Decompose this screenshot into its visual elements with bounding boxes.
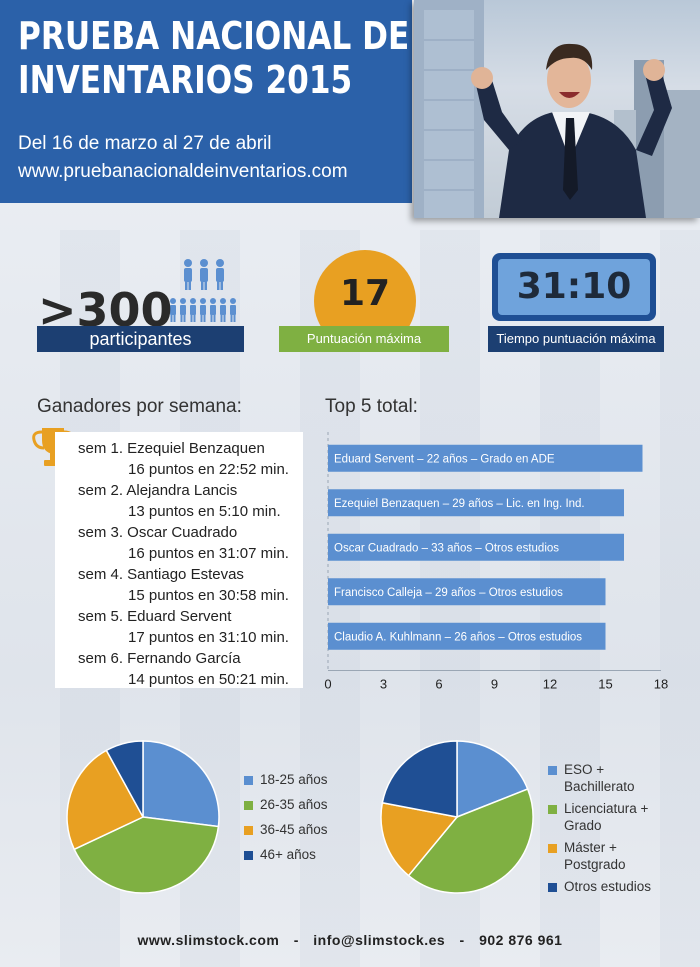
footer-separator: - bbox=[293, 932, 299, 948]
list-item: sem 1. Ezequiel Benzaquen bbox=[78, 440, 265, 457]
x-tick-label: 18 bbox=[654, 677, 668, 692]
monitor-icon: 31:10 bbox=[492, 253, 656, 321]
bar bbox=[328, 578, 606, 606]
legend-swatch bbox=[244, 776, 253, 785]
list-item: sem 2. Alejandra Lancis bbox=[78, 482, 238, 499]
legend-label: 36-45 años bbox=[260, 822, 328, 837]
x-tick-label: 0 bbox=[324, 677, 331, 692]
legend-label: Máster + bbox=[564, 840, 617, 855]
list-item: 14 puntos en 50:21 min. bbox=[128, 671, 289, 688]
legend-swatch bbox=[548, 805, 557, 814]
max-time-label: Tiempo puntuación máxima bbox=[488, 326, 664, 352]
legend-label: Otros estudios bbox=[564, 879, 651, 894]
bar-label: Eduard Servent – 22 años – Grado en ADE bbox=[334, 453, 555, 465]
pie-slice bbox=[381, 740, 458, 818]
winners-list: sem 1. Ezequiel Benzaquen 16 puntos en 2… bbox=[55, 432, 303, 688]
footer-separator: - bbox=[459, 932, 465, 948]
footer-phone: 902 876 961 bbox=[479, 932, 563, 948]
age-pie-chart: 18-25 años 26-35 años 36-45 años 46+ años bbox=[66, 740, 328, 894]
participants-label: participantes bbox=[37, 326, 244, 352]
celebrating-businessman-photo bbox=[414, 0, 700, 218]
top5-title: Top 5 total: bbox=[325, 396, 418, 417]
winners-title: Ganadores por semana: bbox=[37, 396, 242, 417]
bar-label: Ezequiel Benzaquen – 29 años – Lic. en I… bbox=[334, 498, 585, 510]
legend-swatch bbox=[548, 766, 557, 775]
max-score-label: Puntuación máxima bbox=[279, 326, 449, 352]
legend-swatch bbox=[548, 883, 557, 892]
photo-illustration bbox=[414, 0, 700, 218]
bar bbox=[328, 533, 624, 561]
page-title: PRUEBA NACIONAL DE INVENTARIOS 2015 bbox=[18, 14, 410, 102]
list-item: 13 puntos en 5:10 min. bbox=[128, 503, 281, 520]
bar-label: Claudio A. Kuhlmann – 26 años – Otros es… bbox=[334, 631, 582, 643]
pie-slice bbox=[105, 740, 144, 818]
bar-label: Francisco Calleja – 29 años – Otros estu… bbox=[334, 587, 563, 599]
bar bbox=[328, 489, 624, 517]
list-item: sem 5. Eduard Servent bbox=[78, 608, 232, 625]
bar bbox=[328, 444, 643, 472]
list-item: 17 puntos en 31:10 min. bbox=[128, 629, 289, 646]
list-item: 16 puntos en 22:52 min. bbox=[128, 461, 289, 478]
pie-slice bbox=[380, 801, 459, 877]
list-item: 16 puntos en 31:07 min. bbox=[128, 545, 289, 562]
x-tick-label: 15 bbox=[598, 677, 612, 692]
legend-label: ESO + bbox=[564, 762, 604, 777]
footer-email[interactable]: info@slimstock.es bbox=[313, 932, 446, 948]
pie-slice bbox=[142, 740, 220, 828]
legend-label: Grado bbox=[564, 818, 602, 833]
legend-swatch bbox=[244, 801, 253, 810]
legend-label: 46+ años bbox=[260, 847, 316, 862]
x-tick-label: 12 bbox=[543, 677, 557, 692]
x-tick-label: 6 bbox=[435, 677, 442, 692]
list-item: 15 puntos en 30:58 min. bbox=[128, 587, 289, 604]
website-url: www.pruebanacionaldeinventarios.com bbox=[18, 161, 348, 182]
bar bbox=[328, 622, 606, 650]
legend-swatch bbox=[244, 826, 253, 835]
list-item: sem 6. Fernando García bbox=[78, 650, 241, 667]
bar-label: Oscar Cuadrado – 33 años – Otros estudio… bbox=[334, 542, 559, 554]
list-item: sem 3. Oscar Cuadrado bbox=[78, 524, 238, 541]
pie-slice bbox=[66, 749, 145, 851]
max-time-value: 31:10 bbox=[498, 259, 650, 315]
header-banner: PRUEBA NACIONAL DE INVENTARIOS 2015 Del … bbox=[0, 0, 412, 203]
top5-bar-chart: Eduard Servent – 22 años – Grado en ADE E… bbox=[324, 432, 668, 692]
x-tick-label: 3 bbox=[380, 677, 387, 692]
footer-contact: www.slimstock.com - info@slimstock.es - … bbox=[0, 932, 700, 948]
list-item: sem 4. Santiago Estevas bbox=[78, 566, 244, 583]
legend-label: 26-35 años bbox=[260, 797, 328, 812]
people-icon bbox=[170, 259, 236, 322]
title-line-2: INVENTARIOS 2015 bbox=[18, 58, 353, 102]
x-tick-label: 9 bbox=[491, 677, 498, 692]
legend-swatch bbox=[244, 851, 253, 860]
education-pie-chart: ESO + Bachillerato Licenciatura + Grado Mást… bbox=[380, 740, 651, 894]
pie-slice bbox=[456, 740, 529, 819]
pie-slice bbox=[407, 788, 534, 894]
footer-website[interactable]: www.slimstock.com bbox=[137, 932, 280, 948]
legend-label: Licenciatura + bbox=[564, 801, 649, 816]
title-line-1: PRUEBA NACIONAL DE bbox=[18, 14, 410, 58]
pie-slice bbox=[73, 816, 220, 894]
legend-label: Postgrado bbox=[564, 857, 626, 872]
legend-label: Bachillerato bbox=[564, 779, 635, 794]
date-range: Del 16 de marzo al 27 de abril bbox=[18, 133, 272, 154]
legend-swatch bbox=[548, 844, 557, 853]
legend-label: 18-25 años bbox=[260, 772, 328, 787]
